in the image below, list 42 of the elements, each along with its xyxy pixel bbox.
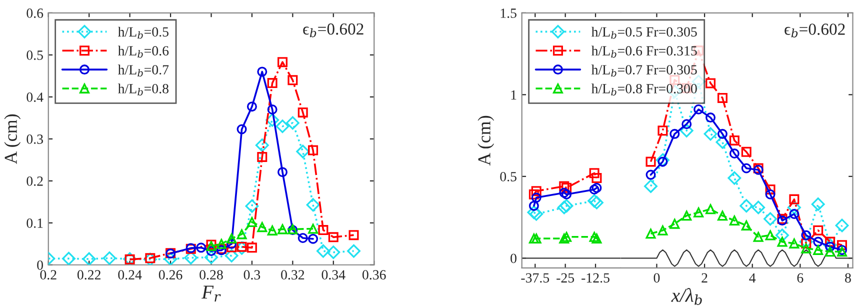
y-tick-label: 0.3 [26,134,43,144]
y-tick-label: 0.5 [500,172,516,182]
x-tick-label: 0.32 [281,270,304,280]
legend-label: h/L$_{b}$=0.6 Fr=0.315 [591,46,697,58]
x-tick-label: -25 [556,273,574,283]
y-tick-label: 0.4 [26,92,44,102]
y-tick-label: 0.5 [26,50,43,60]
x-tick-label: 0.2 [40,270,56,280]
y-tick-label: 1.5 [500,8,516,18]
x-axis-title: F$_{r}$ [202,286,221,302]
legend-label: h/L$_{b}$=0.5 Fr=0.305 [591,26,697,39]
x-tick-label: 8 [845,273,851,283]
y-tick-label: 0.6 [26,8,44,18]
y-tick-label: 1 [511,90,516,100]
legend-label: h/L$_{b}$=0.5 [118,26,168,39]
legend-label: h/L$_{b}$=0.7 [118,64,169,77]
x-tick-label: 0.24 [118,270,142,280]
x-tick-label: 4 [749,273,756,282]
legend-label: h/L$_{b}$=0.8 Fr=0.300 [591,84,697,96]
x-tick-label: 0.36 [362,270,386,280]
x-tick-label: 0.34 [322,270,346,280]
annotation: ϵ$_{b}$=0.602 [784,24,845,38]
legend-label: h/L$_{b}$=0.6 [118,46,169,58]
y-tick-label: 0.2 [26,176,43,186]
y-axis-title: A (cm) [4,114,21,164]
x-tick-label: 0.28 [200,270,223,280]
x-tick-label: -12.5 [582,273,610,283]
x-tick-label: 0.26 [158,270,182,280]
x-tick-label: 2 [702,273,708,282]
x-tick-label: -37.5 [521,273,550,283]
x-tick-label: 6 [797,273,804,283]
x-tick-label: 0.3 [244,270,260,280]
legend-label: h/L$_{b}$=0.7 Fr=0.305 [591,64,697,77]
y-tick-label: 0.1 [26,218,43,228]
x-tick-label: 0.22 [77,270,100,280]
y-tick-label: 0 [510,254,516,264]
annotation: ϵ$_{b}$=0.602 [303,23,364,38]
x-tick-label: 0 [654,273,660,283]
y-tick-label: 0 [37,260,43,270]
legend-label: h/L$_{b}$=0.8 [118,84,168,96]
x-axis-title: x/λ$_{b}$ [671,288,702,305]
y-axis-title: A (cm) [478,116,494,166]
